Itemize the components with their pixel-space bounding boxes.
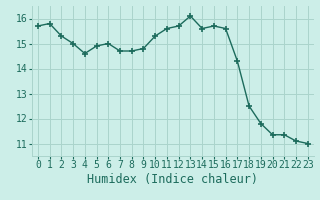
X-axis label: Humidex (Indice chaleur): Humidex (Indice chaleur): [87, 173, 258, 186]
